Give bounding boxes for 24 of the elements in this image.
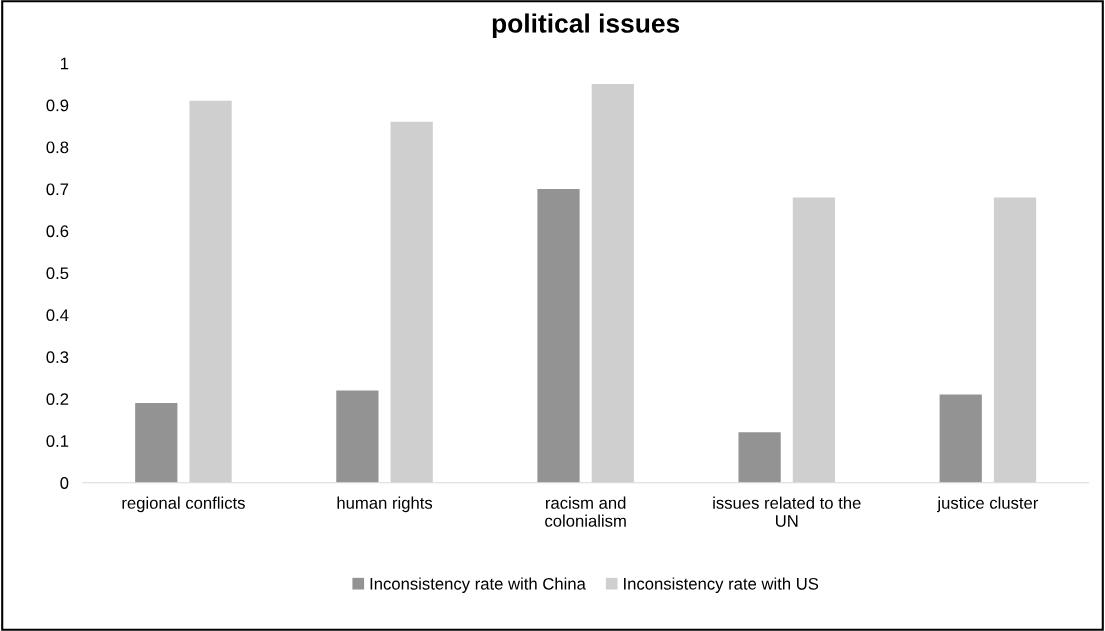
x-tick-label: justice cluster: [936, 496, 1039, 513]
y-tick-label: 0.9: [46, 99, 69, 112]
chart-title: political issues: [492, 13, 680, 39]
x-tick-label: racism and colonialism: [545, 496, 626, 527]
y-tick-label: 0.8: [46, 141, 69, 154]
x-tick-label: issues related to the UN: [713, 496, 861, 527]
bar: [537, 188, 580, 483]
x-tick-label: human rights: [337, 496, 433, 513]
y-tick-label: 0.3: [46, 351, 69, 364]
y-tick-label: 0.7: [46, 183, 69, 196]
bar: [738, 432, 781, 483]
x-tick-label: regional conflicts: [122, 496, 245, 513]
y-tick-label: 1: [60, 57, 69, 70]
legend-label: Inconsistency rate with China: [370, 577, 586, 593]
legend-label: Inconsistency rate with US: [624, 577, 819, 593]
y-tick-label: 0.5: [46, 267, 69, 280]
y-tick-label: 0.2: [46, 393, 69, 405]
y-tick-label: 0: [60, 477, 69, 489]
bar: [336, 390, 379, 483]
bar: [939, 394, 982, 483]
bar: [135, 402, 178, 483]
y-tick-label: 0.4: [46, 309, 69, 322]
y-tick-label: 0.6: [46, 225, 69, 238]
y-tick-label: 0.1: [46, 435, 69, 447]
